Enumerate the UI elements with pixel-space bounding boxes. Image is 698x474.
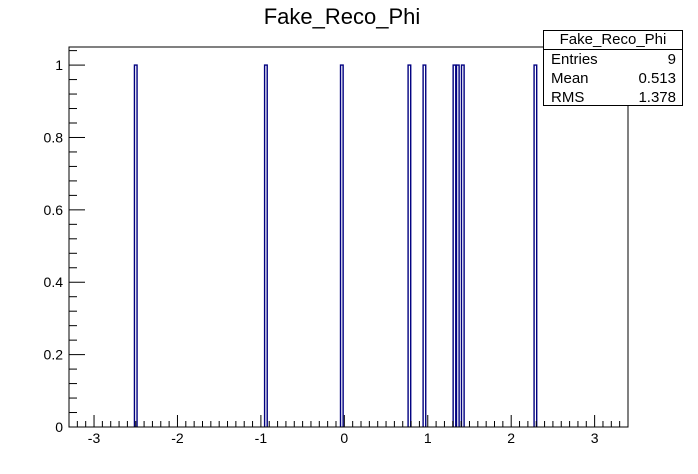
y-tick-label: 0 [55, 419, 63, 435]
y-tick-label: 0.2 [44, 347, 64, 363]
stats-mean-label: Mean [551, 70, 589, 87]
x-tick-label: 1 [424, 430, 432, 446]
plot-frame [68, 46, 629, 428]
y-tick-label: 0.8 [44, 129, 64, 145]
stats-row-entries: Entries 9 [544, 50, 682, 69]
chart-title: Fake_Reco_Phi [264, 4, 421, 29]
histogram-bin-4 [422, 64, 427, 427]
stats-rms-label: RMS [551, 89, 585, 106]
histogram-bin-2 [339, 64, 344, 427]
x-tick-label: 3 [591, 430, 599, 446]
bars-layer [133, 64, 538, 427]
histogram-bin-5 [452, 64, 457, 427]
histogram-bin-3 [407, 64, 412, 427]
stats-rms-value: 1.378 [638, 89, 676, 106]
histogram-bin-0 [133, 64, 138, 427]
histogram-bin-8 [533, 64, 538, 427]
stats-row-mean: Mean 0.513 [544, 69, 682, 88]
stats-row-rms: RMS 1.378 [544, 88, 682, 107]
stats-title: Fake_Reco_Phi [544, 31, 682, 50]
stats-entries-value: 9 [667, 51, 676, 68]
stats-mean-value: 0.513 [638, 70, 676, 87]
y-tick-label: 1 [55, 57, 63, 73]
y-tick-label: 0.6 [44, 202, 64, 218]
x-tick-label: -2 [171, 430, 184, 446]
histogram-bin-7 [460, 64, 465, 427]
axes-layer: -3 -2 -1 0 1 2 3 0 0.2 0.4 0.6 0.8 1 [44, 46, 629, 446]
histogram-bin-1 [263, 64, 268, 427]
stats-box: Fake_Reco_Phi Entries 9 Mean 0.513 RMS 1… [543, 30, 683, 106]
y-tick-label: 0.4 [44, 274, 64, 290]
x-tick-label: 2 [507, 430, 515, 446]
histogram-bin-6 [455, 64, 460, 427]
stats-entries-label: Entries [551, 51, 598, 68]
x-tick-label: 0 [340, 430, 348, 446]
x-tick-label: -3 [88, 430, 101, 446]
x-tick-label: -1 [255, 430, 268, 446]
